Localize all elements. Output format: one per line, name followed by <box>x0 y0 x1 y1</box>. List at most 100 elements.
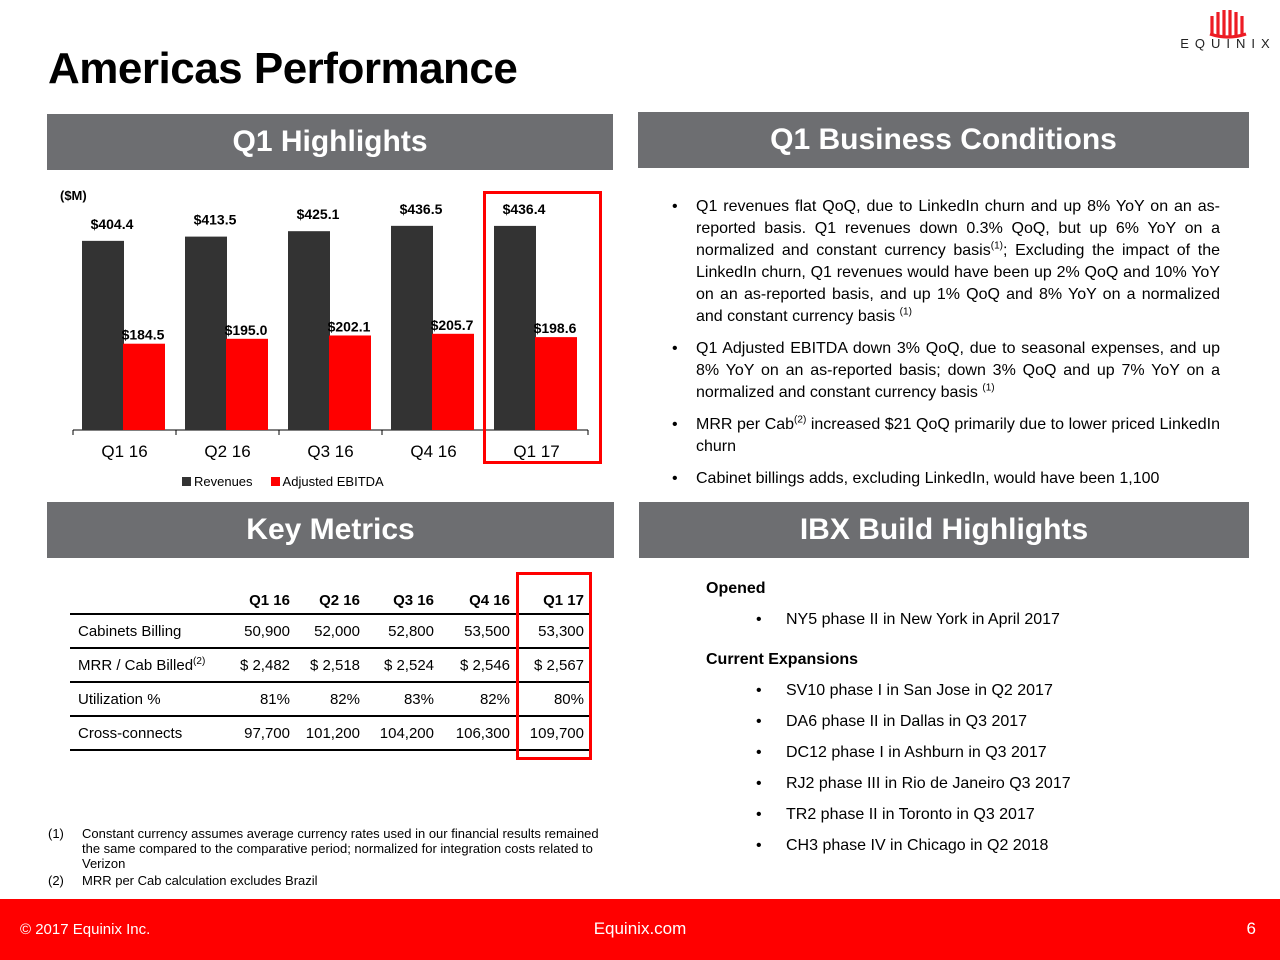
bullet-dot-icon: • <box>672 340 678 357</box>
ebitda-data-label: $198.6 <box>534 320 577 336</box>
copyright-text: © 2017 Equinix Inc. <box>20 921 151 938</box>
bullet-dot-icon: • <box>756 837 762 854</box>
table-header-blank <box>70 590 220 614</box>
ebitda-bar <box>535 337 577 430</box>
chart-legend: Revenues Adjusted EBITDA <box>182 474 384 489</box>
table-cell: $ 2,482 <box>239 656 290 674</box>
table-cell: 97,700 <box>244 724 290 742</box>
x-tick-label: Q1 17 <box>513 442 559 461</box>
bullet-dot-icon: • <box>756 682 762 699</box>
revenue-data-label: $425.1 <box>297 206 340 222</box>
legend-swatch-ebitda <box>270 477 280 486</box>
bullet-text: ; Excluding the impact of the LinkedIn c… <box>696 242 1221 325</box>
bullet-item: • Q1 revenues flat QoQ, due to LinkedIn … <box>672 196 1220 328</box>
footnote-text: MRR per Cab calculation excludes Brazil <box>82 873 318 888</box>
table-cell: 50,900 <box>244 622 290 640</box>
footnotes: (1) Constant currency assumes average cu… <box>48 826 618 890</box>
business-conditions-list: • Q1 revenues flat QoQ, due to LinkedIn … <box>672 196 1220 500</box>
row-label: Utilization % <box>78 690 161 708</box>
revenue-bar <box>391 225 433 430</box>
table-header: Q1 16 <box>249 592 290 609</box>
list-item-text: CH3 phase IV in Chicago in Q2 2018 <box>786 837 1049 854</box>
revenue-data-label: $413.5 <box>194 212 237 228</box>
list-item-text: SV10 phase I in San Jose in Q2 2017 <box>786 682 1053 699</box>
ebitda-bar <box>329 335 371 430</box>
list-item: • SV10 phase I in San Jose in Q2 2017 <box>706 681 1226 712</box>
table-cell: $ 2,567 <box>533 656 584 674</box>
section-header-q1-highlights: Q1 Highlights <box>47 114 613 170</box>
list-item: • RJ2 phase III in Rio de Janeiro Q3 201… <box>706 774 1226 805</box>
legend-label: Adjusted EBITDA <box>282 474 384 489</box>
bullet-text: Q1 Adjusted EBITDA down 3% QoQ, due to s… <box>696 340 1220 401</box>
bullet-item: • Cabinet billings adds, excluding Linke… <box>672 468 1220 490</box>
revenue-data-label: $436.4 <box>503 201 546 217</box>
revenue-data-label: $436.5 <box>400 201 443 217</box>
x-tick-label: Q2 16 <box>204 442 250 461</box>
table-cell: 83% <box>403 690 434 708</box>
footnote-ref: (2) <box>193 655 206 667</box>
table-cell: 109,700 <box>529 724 584 742</box>
footnote: (2) MRR per Cab calculation excludes Bra… <box>48 873 618 888</box>
list-item-text: DC12 phase I in Ashburn in Q3 2017 <box>786 744 1047 761</box>
section-header-ibx-build-highlights: IBX Build Highlights <box>639 502 1249 558</box>
bullet-dot-icon: • <box>672 470 678 487</box>
footnote-ref: (2) <box>794 414 807 426</box>
table-cell: 53,500 <box>464 622 510 640</box>
ebitda-data-label: $184.5 <box>122 327 165 343</box>
revenue-bar <box>185 236 227 430</box>
bullet-dot-icon: • <box>756 806 762 823</box>
bullet-text: MRR per Cab <box>696 416 795 433</box>
footnote-number: (2) <box>48 873 64 888</box>
ebitda-data-label: $205.7 <box>431 317 474 333</box>
row-label: Cross-connects <box>78 724 183 742</box>
q1-17-chart-highlight <box>483 191 602 464</box>
bullet-text: increased $21 QoQ primarily due to lower… <box>696 416 1220 455</box>
table-cell: 106,300 <box>455 724 510 742</box>
revenue-ebitda-bar-chart: $404.4 $184.5 Q1 16 $413.5 $195.0 Q2 16 $425.1… <box>72 201 589 461</box>
revenue-data-label: $404.4 <box>91 216 134 232</box>
legend-label: Revenues <box>194 474 253 489</box>
row-label-text: MRR / Cab Billed <box>78 656 194 674</box>
footnote-ref: (1) <box>990 240 1003 252</box>
ebitda-bar <box>226 338 268 430</box>
table-cell: 82% <box>479 690 510 708</box>
legend-swatch-revenues <box>182 477 191 486</box>
footnote-ref: (1) <box>899 306 912 318</box>
footnote-text: Constant currency assumes average curren… <box>82 826 599 871</box>
bullet-item: • MRR per Cab(2) increased $21 QoQ prima… <box>672 414 1220 458</box>
table-cell: 53,300 <box>538 622 584 640</box>
table-header: Q2 16 <box>319 592 360 609</box>
bullet-dot-icon: • <box>756 611 762 628</box>
bullet-dot-icon: • <box>756 744 762 761</box>
table-cell: 80% <box>553 690 584 708</box>
ibx-build-list: Opened • NY5 phase II in New York in Apr… <box>706 580 1226 867</box>
bullet-text: Q1 revenues flat QoQ, due to LinkedIn ch… <box>696 198 1220 259</box>
table-cell: 52,800 <box>388 622 434 640</box>
row-label: Cabinets Billing <box>78 622 182 640</box>
list-item: • DA6 phase II in Dallas in Q3 2017 <box>706 712 1226 743</box>
footnote: (1) Constant currency assumes average cu… <box>48 826 618 871</box>
table-row: Cabinets Billing 50,900 52,000 52,800 53… <box>70 614 590 648</box>
x-tick-label: Q1 16 <box>101 442 147 461</box>
list-item-text: RJ2 phase III in Rio de Janeiro Q3 2017 <box>786 775 1071 792</box>
list-item: • CH3 phase IV in Chicago in Q2 2018 <box>706 836 1226 867</box>
table-cell: $ 2,518 <box>309 656 360 674</box>
bullet-item: • Q1 Adjusted EBITDA down 3% QoQ, due to… <box>672 338 1220 404</box>
table-cell: $ 2,524 <box>383 656 434 674</box>
table-cell: 52,000 <box>314 622 360 640</box>
revenue-bar <box>82 240 124 430</box>
equinix-logo-icon <box>1209 10 1247 39</box>
table-row: MRR / Cab Billed(2) $ 2,482 $ 2,518 $ 2,… <box>70 648 590 682</box>
q1-17-table-highlight <box>516 572 592 760</box>
logo-wordmark: EQUINIX <box>1180 36 1276 51</box>
list-item: • DC12 phase I in Ashburn in Q3 2017 <box>706 743 1226 774</box>
ebitda-data-label: $202.1 <box>328 318 371 334</box>
table-header: Q1 17 <box>543 592 584 609</box>
x-tick-label: Q4 16 <box>410 442 456 461</box>
bullet-dot-icon: • <box>672 198 678 215</box>
revenue-bar <box>288 231 330 430</box>
x-tick-label: Q3 16 <box>307 442 353 461</box>
table-header: Q4 16 <box>469 592 510 609</box>
list-item-text: NY5 phase II in New York in April 2017 <box>786 611 1060 628</box>
site-link[interactable]: Equinix.com <box>593 919 687 938</box>
